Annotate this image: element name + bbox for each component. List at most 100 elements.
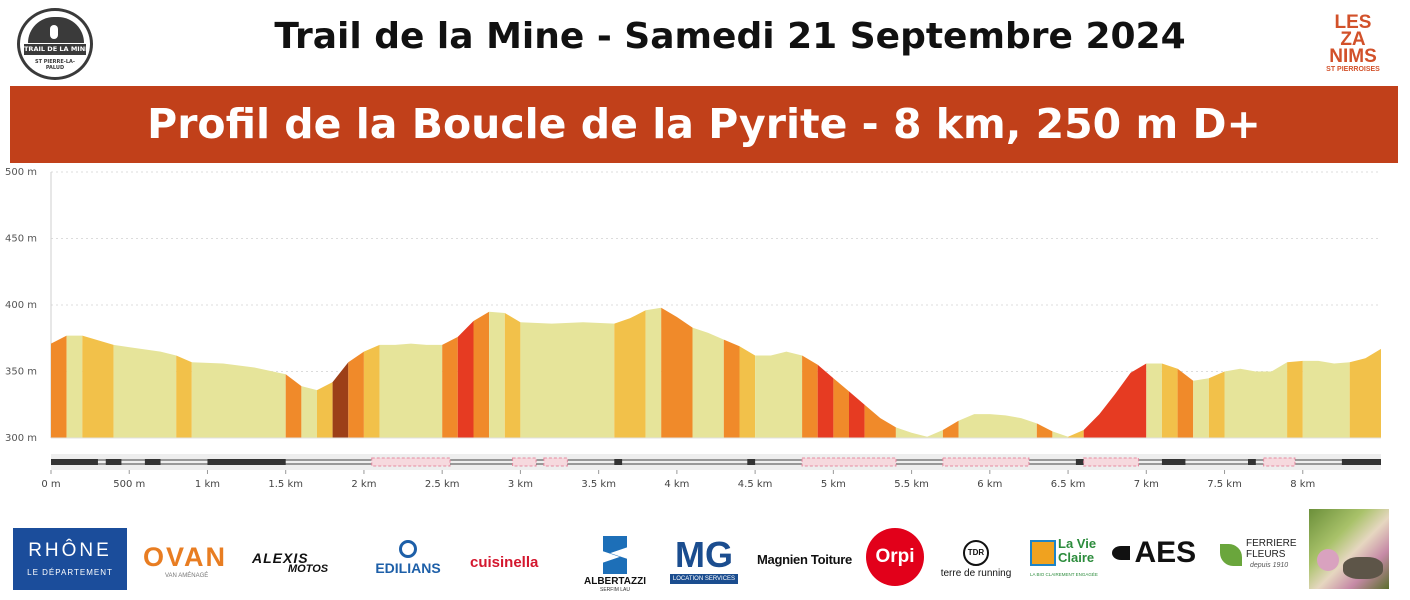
x-tick-label: 6 km	[977, 479, 1002, 490]
elevation-segment	[66, 335, 83, 438]
elevation-segment	[176, 355, 192, 438]
surface-track-road	[747, 459, 756, 465]
surface-track	[51, 454, 1381, 470]
magnien-name: Magnien Toiture	[757, 552, 852, 567]
sponsors-bar: RHÔNE LE DÉPARTEMENT OVAN VAN AMÉNAGÉ AL…	[0, 506, 1410, 600]
surface-track-trail	[1263, 457, 1296, 467]
x-tick-label: 3 km	[508, 479, 533, 490]
sponsor-rhone: RHÔNE LE DÉPARTEMENT	[13, 528, 127, 590]
sponsor-photo	[1309, 509, 1389, 589]
orpi-name: Orpi	[875, 546, 915, 567]
surface-track-trail	[371, 457, 451, 467]
surface-track-trail	[512, 457, 537, 467]
elevation-segment	[191, 362, 286, 438]
sponsor-alexis: ALEXIS MOTOS	[252, 550, 352, 575]
header: TRAIL DE LA MINE ST PIERRE-LA-PALUD Trai…	[0, 0, 1410, 86]
elevation-segment	[51, 335, 67, 438]
elevation-segment	[1146, 363, 1162, 438]
elevation-segment	[739, 346, 756, 438]
ferriere-name-2: FLEURS	[1246, 549, 1286, 560]
sponsor-terre-de-running: TDR terre de running	[932, 540, 1020, 579]
elevation-segment	[348, 351, 364, 438]
elevation-segment	[1052, 431, 1069, 438]
x-tick-label: 1.5 km	[268, 479, 303, 490]
x-tick-label: 2 km	[351, 479, 376, 490]
elevation-segment	[489, 311, 505, 438]
photo-flower-icon	[1317, 549, 1339, 571]
x-tick-label: 3.5 km	[581, 479, 616, 490]
y-tick-label: 500 m	[5, 167, 37, 178]
y-tick-label: 450 m	[5, 234, 37, 245]
leszanims-line-3: NIMS	[1329, 46, 1377, 67]
trail-logo: TRAIL DE LA MINE ST PIERRE-LA-PALUD	[17, 8, 93, 80]
surface-track-trail	[942, 457, 1030, 467]
x-tick-label: 2.5 km	[425, 479, 460, 490]
leszanims-line-1: LES	[1334, 12, 1372, 33]
y-axis-ticks: 300 m 350 m 400 m 450 m 500 m	[5, 167, 37, 444]
aes-name: AES	[1134, 536, 1197, 569]
sponsor-albertazzi: ALBERTAZZI SERFIM LAU	[578, 536, 652, 593]
lavie-name-2: Claire	[1058, 550, 1095, 565]
elevation-segment	[645, 307, 662, 438]
elevation-segment	[113, 344, 177, 438]
elevation-segment	[817, 364, 834, 438]
elevation-segment	[833, 378, 849, 438]
terre-name: terre de running	[940, 568, 1012, 579]
elevation-segment	[614, 310, 646, 438]
x-tick-label: 0 m	[41, 479, 60, 490]
sponsor-magnien: Magnien Toiture	[757, 552, 852, 567]
photo-stone-icon	[1343, 557, 1383, 579]
elevation-segment	[661, 307, 693, 438]
elevation-segment	[1177, 368, 1194, 438]
leszanims-line-2: ZA	[1340, 29, 1366, 50]
y-tick-label: 400 m	[5, 300, 37, 311]
trail-logo-band: TRAIL DE LA MINE	[24, 44, 90, 55]
elevation-segment	[692, 327, 724, 438]
edilians-name: EDILIANS	[375, 560, 441, 576]
aes-spark-icon	[1112, 546, 1130, 560]
surface-track-road	[51, 459, 98, 465]
ferriere-sub: depuis 1910	[1250, 562, 1289, 569]
alexis-name: ALEXIS	[252, 550, 309, 566]
cuisinella-name: cuisinella	[470, 554, 539, 571]
surface-track-road	[144, 459, 161, 465]
elevation-area	[51, 307, 1381, 439]
elevation-segment	[864, 404, 896, 438]
surface-track-trail	[801, 457, 897, 467]
elevation-segment	[1224, 362, 1288, 438]
elevation-segment	[755, 351, 803, 438]
elevation-segment	[473, 311, 490, 438]
x-tick-label: 8 km	[1290, 479, 1315, 490]
elevation-segment	[1083, 363, 1147, 438]
elevation-segment	[802, 355, 818, 438]
sponsor-edilians: EDILIANS	[368, 540, 448, 576]
elevation-segment	[504, 313, 521, 438]
rhone-name: RHÔNE	[28, 540, 112, 561]
lavie-sun-icon	[1030, 540, 1056, 566]
elevation-segment	[895, 427, 943, 438]
elevation-segment	[285, 374, 302, 438]
tdr-badge-icon: TDR	[963, 540, 989, 566]
x-tick-label: 4 km	[664, 479, 689, 490]
mg-sub: LOCATION SERVICES	[670, 574, 738, 584]
surface-track-trail	[543, 457, 568, 467]
sponsor-mg: MG LOCATION SERVICES	[670, 536, 738, 588]
elevation-segment	[82, 335, 114, 438]
x-tick-label: 7 km	[1134, 479, 1159, 490]
elevation-segment	[1302, 360, 1350, 438]
leszanims-sub: ST PIERROISES	[1326, 66, 1380, 73]
rhone-sub: LE DÉPARTEMENT	[27, 568, 113, 577]
elevation-chart: 300 m 350 m 400 m 450 m 500 m 0 m 500 m 1 km 1.…	[5, 167, 1381, 490]
surface-track-road	[1341, 459, 1381, 465]
sponsor-ovan: OVAN VAN AMÉNAGÉ	[143, 542, 243, 579]
y-tick-label: 300 m	[5, 433, 37, 444]
elevation-segment	[1161, 363, 1178, 438]
elevation-segment	[379, 343, 443, 438]
albertazzi-s-icon	[603, 536, 627, 574]
surface-track-road	[614, 459, 623, 465]
surface-track-road	[207, 459, 286, 465]
sponsor-orpi: Orpi	[866, 528, 924, 586]
elevation-segment	[1036, 423, 1053, 438]
x-tick-label: 500 m	[113, 479, 145, 490]
trail-logo-sub: ST PIERRE-LA-PALUD	[34, 59, 75, 71]
